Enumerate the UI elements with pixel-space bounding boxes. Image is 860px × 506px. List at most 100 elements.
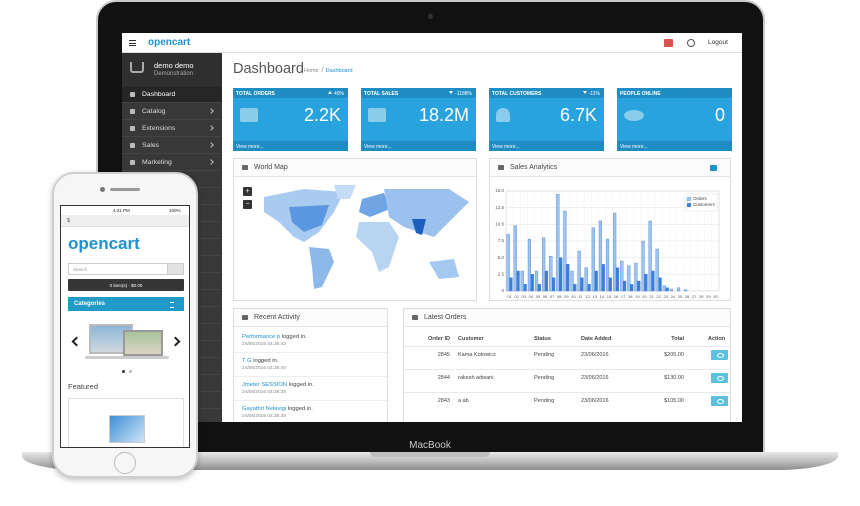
x-tick-label: 23 bbox=[664, 294, 669, 299]
search-input[interactable]: Search bbox=[68, 263, 168, 275]
menu-label: Catalog bbox=[142, 108, 166, 115]
region[interactable] bbox=[289, 205, 329, 232]
bar bbox=[584, 267, 588, 292]
menu-item[interactable]: Sales bbox=[122, 137, 222, 154]
bar bbox=[648, 220, 652, 292]
cart-button[interactable]: 0 item(s) - $0.00 bbox=[68, 279, 184, 291]
tile-change: -11% bbox=[582, 91, 600, 97]
carousel-next[interactable] bbox=[170, 336, 181, 347]
bar bbox=[520, 270, 524, 292]
x-tick-label: 01 bbox=[507, 294, 512, 299]
phone-top-bar: $ bbox=[61, 215, 189, 227]
table-cell: $130.00 bbox=[664, 375, 684, 381]
x-tick-label: 27 bbox=[692, 294, 697, 299]
panel-header: Sales Analytics bbox=[490, 159, 730, 177]
menu-item[interactable]: Extensions bbox=[122, 120, 222, 137]
logout-link[interactable]: Logout bbox=[708, 39, 728, 46]
table-cell: a ab bbox=[458, 398, 469, 404]
region[interactable] bbox=[412, 219, 426, 235]
region[interactable] bbox=[334, 185, 356, 199]
row-divider bbox=[404, 369, 730, 370]
panel-header: World Map bbox=[234, 159, 476, 177]
activity-user[interactable]: Performance p bbox=[242, 334, 281, 340]
table-cell: 23/06/2016 bbox=[581, 398, 609, 404]
tile-header: TOTAL SALES -1188% bbox=[361, 88, 476, 98]
bar bbox=[605, 238, 610, 292]
y-tick-label: 15.0 bbox=[495, 188, 504, 193]
alert-icon[interactable] bbox=[664, 39, 673, 47]
menu-icon bbox=[130, 109, 135, 114]
carousel-prev[interactable] bbox=[71, 336, 82, 347]
x-tick-label: 06 bbox=[543, 294, 548, 299]
tile-link[interactable]: View more... bbox=[489, 141, 604, 151]
categories-menu[interactable]: Categories bbox=[68, 297, 184, 311]
x-tick-label: 09 bbox=[564, 294, 569, 299]
search-button[interactable] bbox=[167, 263, 184, 275]
view-button[interactable] bbox=[711, 396, 728, 406]
view-button[interactable] bbox=[711, 373, 728, 383]
globe-icon[interactable] bbox=[687, 39, 695, 47]
x-tick-label: 25 bbox=[678, 294, 683, 299]
activity-user[interactable]: Jmeter SESSION bbox=[242, 382, 288, 388]
region[interactable] bbox=[359, 193, 390, 217]
trend-arrow bbox=[449, 91, 454, 94]
region[interactable] bbox=[384, 189, 469, 237]
stat-tile: TOTAL ORDERS 40% 2.2K View more... bbox=[233, 88, 348, 151]
breadcrumb-item[interactable]: Home bbox=[304, 68, 319, 74]
product-card[interactable] bbox=[68, 398, 184, 447]
bar bbox=[549, 256, 553, 292]
menu-item[interactable]: Dashboard bbox=[122, 86, 222, 103]
table-cell: 23/06/2016 bbox=[581, 375, 609, 381]
bar bbox=[627, 265, 631, 292]
x-tick-label: 26 bbox=[685, 294, 690, 299]
bar bbox=[665, 287, 669, 292]
page-title: Dashboard bbox=[233, 61, 304, 77]
bar bbox=[513, 225, 517, 292]
tile-value: 6.7K bbox=[559, 105, 597, 125]
status-battery: 100% bbox=[169, 208, 181, 213]
tile-link[interactable]: View more... bbox=[361, 141, 476, 151]
region[interactable] bbox=[356, 222, 399, 272]
bar bbox=[637, 280, 641, 292]
menu-item[interactable]: Catalog bbox=[122, 103, 222, 120]
x-tick-label: 22 bbox=[656, 294, 661, 299]
breadcrumb-item[interactable]: Dashboard bbox=[325, 68, 353, 74]
tile-icon bbox=[496, 108, 510, 122]
region[interactable] bbox=[309, 247, 334, 289]
bar bbox=[676, 287, 681, 292]
user-block: demo demo Demonstration bbox=[122, 53, 222, 85]
home-button[interactable] bbox=[114, 452, 136, 474]
table-cell: 2845 bbox=[437, 352, 450, 358]
date-range-button[interactable] bbox=[710, 165, 717, 171]
trend-arrow bbox=[327, 91, 332, 94]
bar bbox=[622, 280, 627, 292]
tile-link[interactable]: View more... bbox=[233, 141, 348, 151]
zoom-out[interactable]: − bbox=[243, 200, 252, 209]
breadcrumb-separator bbox=[320, 66, 324, 73]
activity-user[interactable]: T G bbox=[242, 358, 252, 364]
menu-item[interactable]: Marketing bbox=[122, 154, 222, 171]
tile-icon bbox=[624, 110, 644, 121]
region[interactable] bbox=[429, 259, 459, 279]
menu-toggle[interactable] bbox=[129, 40, 136, 46]
zoom-in[interactable]: + bbox=[243, 187, 252, 196]
tile-link[interactable]: View more... bbox=[617, 141, 732, 151]
carousel-dot[interactable] bbox=[129, 370, 132, 373]
table-cell: Pending bbox=[534, 398, 555, 404]
menu-label: Marketing bbox=[142, 159, 172, 166]
carousel-dot[interactable] bbox=[122, 370, 125, 373]
x-tick-label: 19 bbox=[635, 294, 640, 299]
laptop-notch bbox=[370, 452, 490, 457]
bar bbox=[630, 284, 634, 292]
menu-icon bbox=[130, 160, 135, 165]
logo[interactable]: opencart bbox=[148, 37, 191, 48]
activity-user[interactable]: Gayathri Nelavigi bbox=[242, 406, 287, 412]
menu-icon bbox=[130, 143, 135, 148]
phone-logo[interactable]: opencart bbox=[68, 234, 140, 253]
view-button[interactable] bbox=[711, 350, 728, 360]
activity-date: 24/06/2016 04:36:40 bbox=[242, 366, 287, 371]
status-time: 4:21 PM bbox=[113, 208, 130, 213]
currency-selector[interactable]: $ bbox=[67, 218, 70, 224]
panel-icon bbox=[412, 315, 418, 320]
